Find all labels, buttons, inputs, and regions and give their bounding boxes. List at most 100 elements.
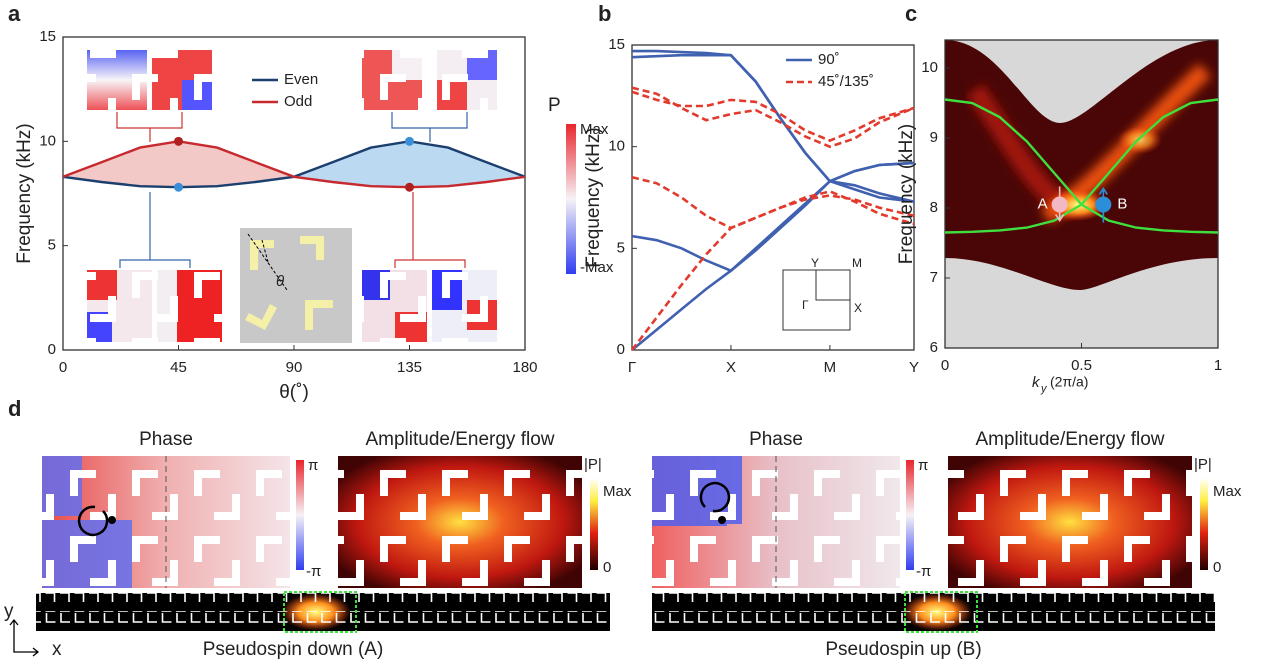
band-line xyxy=(631,90,915,143)
legend-label: 90˚ xyxy=(818,51,840,68)
spin-arrow xyxy=(1054,186,1065,222)
amp-title: Amplitude/Energy flow xyxy=(975,429,1164,450)
strip-caption: Pseudospin down (A) xyxy=(203,639,384,660)
spin-circle xyxy=(77,505,109,537)
colorbar-label: Max xyxy=(603,483,632,500)
amp-structure xyxy=(338,456,582,588)
amp-title: Amplitude/Energy flow xyxy=(365,429,554,450)
colorbar-label: -π xyxy=(916,563,931,580)
x-tick-label: Y xyxy=(909,359,919,376)
amp-structure xyxy=(948,456,1192,588)
y-tick-label: 10 xyxy=(39,132,56,149)
x-tick-label: 180 xyxy=(512,359,537,376)
colorbar-label: π xyxy=(308,457,318,474)
colorbar-label: 0 xyxy=(603,559,611,576)
point xyxy=(174,136,183,146)
x-axis-label: (2π/a) xyxy=(1050,374,1088,390)
legend-label: Odd xyxy=(284,93,312,110)
colorbar-title: P xyxy=(548,95,561,116)
panel-label: d xyxy=(8,396,21,421)
legend-label: 45˚/135˚ xyxy=(818,73,874,90)
area-fill xyxy=(294,141,525,188)
area-fill xyxy=(63,141,294,188)
colorbar-label: -Max xyxy=(580,259,614,276)
colorbar-label: 0 xyxy=(1213,559,1221,576)
colorbar-label: -π xyxy=(306,563,321,580)
x-tick-label: 0 xyxy=(59,359,67,376)
x-tick-label: X xyxy=(726,359,736,376)
band-line xyxy=(631,179,915,273)
y-tick-label: 8 xyxy=(930,199,938,216)
spin-circle xyxy=(699,481,731,513)
phase-title: Phase xyxy=(139,429,193,450)
x-tick-label: Γ xyxy=(628,359,636,376)
colorbar-title: |P| xyxy=(1194,456,1212,473)
y-tick-label: 9 xyxy=(930,129,938,146)
axis-name: x xyxy=(52,639,62,660)
strip-window xyxy=(283,591,357,633)
bz-lines xyxy=(815,270,850,301)
series-line xyxy=(62,140,526,189)
spin-center xyxy=(718,516,726,524)
band-line xyxy=(631,86,915,149)
y-tick-label: 15 xyxy=(608,36,625,53)
y-tick-label: 5 xyxy=(617,239,625,256)
colorbar-title: |P| xyxy=(584,456,602,473)
heatmap xyxy=(945,40,1218,348)
y-tick-label: 15 xyxy=(39,28,56,45)
plot-frame xyxy=(631,44,915,351)
bz-label: X xyxy=(854,301,862,315)
point xyxy=(405,182,414,192)
bz-label: Γ xyxy=(802,298,809,312)
x-tick-label: 0.5 xyxy=(1071,357,1092,374)
y-tick-label: 5 xyxy=(48,237,56,254)
colorbar xyxy=(566,124,576,274)
y-axis-label: Frequency (kHz) xyxy=(14,123,35,263)
band-line xyxy=(631,175,915,230)
x-tick-label: 1 xyxy=(1214,357,1222,374)
legend-label: Even xyxy=(284,71,318,88)
panel-label: b xyxy=(598,1,611,26)
axis-name: y xyxy=(4,601,14,622)
inset-label: θ xyxy=(276,273,284,290)
amp-colorbar xyxy=(1200,478,1208,570)
colorbar-label: Max xyxy=(1213,483,1242,500)
x-tick-label: 45 xyxy=(170,359,187,376)
x-axis-label: θ(˚) xyxy=(279,382,309,403)
x-axis-label: y xyxy=(1040,383,1048,395)
mode-line xyxy=(944,98,1219,234)
x-tick-label: 0 xyxy=(941,357,949,374)
y-axis-label: Frequency (kHz) xyxy=(583,127,604,267)
x-tick-label: 90 xyxy=(286,359,303,376)
panel-label: c xyxy=(905,1,917,26)
strip-caption: Pseudospin up (B) xyxy=(825,639,981,660)
y-axis-label: Frequency (kHz) xyxy=(896,124,917,264)
point-label: B xyxy=(1117,195,1127,212)
x-tick-label: 135 xyxy=(397,359,422,376)
panel-label: a xyxy=(8,1,21,26)
phase-title: Phase xyxy=(749,429,803,450)
y-tick-label: 7 xyxy=(930,269,938,286)
strip-row xyxy=(36,612,610,631)
field-insets xyxy=(87,50,497,343)
y-tick-label: 6 xyxy=(930,339,938,356)
band-line xyxy=(630,190,915,351)
point-label: A xyxy=(1038,195,1048,212)
y-tick-label: 0 xyxy=(48,341,56,358)
x-axis-label: k xyxy=(1032,374,1041,391)
strip-row xyxy=(36,593,610,612)
y-tick-label: 0 xyxy=(617,341,625,358)
phase-colorbar xyxy=(296,460,304,570)
y-tick-label: 10 xyxy=(921,59,938,76)
bz-label: Y xyxy=(811,256,819,270)
amp-colorbar xyxy=(590,478,598,570)
spin-center xyxy=(108,516,116,524)
strip-row xyxy=(652,593,1215,612)
y-tick-label: 10 xyxy=(608,138,625,155)
band-line xyxy=(631,53,915,183)
colorbar-label: Max xyxy=(580,121,609,138)
spin-arrow xyxy=(1098,187,1109,223)
axis-arrows xyxy=(9,618,40,657)
bz-label: M xyxy=(852,256,862,270)
point xyxy=(405,136,414,146)
